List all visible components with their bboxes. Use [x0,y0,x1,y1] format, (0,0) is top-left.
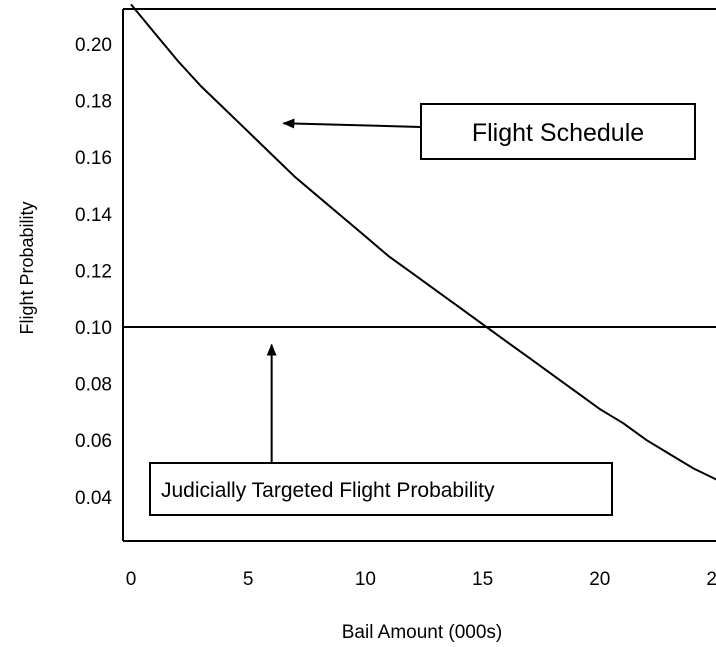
y-tick-label: 0.18 [75,92,112,113]
y-tick-label: 0.04 [75,488,112,509]
flight-schedule-line [130,3,716,481]
target-probability-label-box [149,462,613,516]
x-tick-label: 5 [243,569,254,590]
x-tick-label: 25 [706,569,716,590]
y-axis-label: Flight Probability [17,201,37,334]
x-tick-label: 15 [472,569,493,590]
series-group [123,3,716,481]
y-tick-label: 0.10 [75,318,112,339]
y-tick-label: 0.12 [75,261,112,282]
target-probability-label: Judicially Targeted Flight Probability [161,479,495,502]
x-tick-label: 20 [589,569,610,590]
x-axis-ticks: 0 5 10 15 20 25 [126,569,716,590]
flight-schedule-label: Flight Schedule [472,119,644,147]
y-tick-label: 0.08 [75,375,112,396]
flight-schedule-label-box [420,103,696,160]
x-tick-label: 10 [355,569,376,590]
y-axis-ticks: 0.20 0.18 0.16 0.14 0.12 0.10 0.08 0.06 0.04 [75,35,112,509]
annotations: Flight Schedule Judicially Targeted Fligh… [149,103,696,516]
x-tick-label: 0 [126,569,137,590]
x-axis-label: Bail Amount (000s) [342,622,503,643]
y-tick-label: 0.14 [75,205,112,226]
y-tick-label: 0.20 [75,35,112,56]
axes [122,8,716,542]
y-tick-label: 0.06 [75,431,112,452]
y-tick-label: 0.16 [75,148,112,169]
flight-schedule-arrow [282,118,422,129]
